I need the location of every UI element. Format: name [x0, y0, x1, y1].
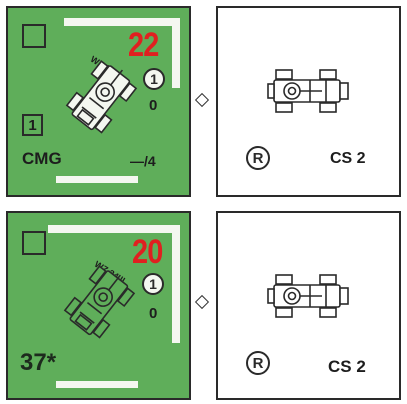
back-label: CS 2	[330, 150, 366, 167]
frame-strip-top	[48, 225, 172, 233]
frame-strip-top	[64, 18, 172, 26]
hidden-box-icon	[22, 231, 46, 255]
weapon-stat: —/4	[130, 153, 156, 169]
frame-strip-right	[172, 225, 180, 343]
frame-strip-right	[172, 18, 180, 88]
back-label: CS 2	[328, 357, 366, 376]
stat-value: 0	[149, 305, 158, 322]
recall-symbol: R	[246, 146, 270, 170]
counter-1-back[interactable]: R CS 2	[216, 6, 401, 197]
boxed-value: 1	[22, 114, 43, 136]
frame-strip-bottom	[56, 176, 138, 183]
armored-car-top-view-icon	[65, 60, 138, 134]
firepower-value: 22	[128, 26, 159, 64]
armored-car-top-view-icon	[267, 274, 349, 318]
frame-strip-bottom	[56, 381, 138, 388]
armored-car-top-view-icon	[267, 69, 349, 113]
diamond-separator-icon	[194, 92, 210, 108]
circled-value: 1	[143, 68, 165, 90]
circled-value: 1	[142, 273, 164, 295]
armored-car-top-view-icon	[63, 265, 136, 339]
hidden-box-icon	[22, 24, 46, 48]
diamond-separator-icon	[194, 294, 210, 310]
stat-value: 0	[149, 97, 158, 114]
recall-symbol: R	[246, 351, 270, 375]
firepower-value: 20	[132, 233, 163, 271]
cost-value: 37*	[20, 349, 57, 376]
counter-2-front[interactable]: 20 1 0 WZ.34 II 37*	[6, 211, 191, 400]
counter-1-front[interactable]: 22 1 0 WZ.34 I 1 CMG —/4	[6, 6, 191, 197]
weapon-label: CMG	[22, 149, 62, 168]
counter-2-back[interactable]: R CS 2	[216, 211, 401, 400]
